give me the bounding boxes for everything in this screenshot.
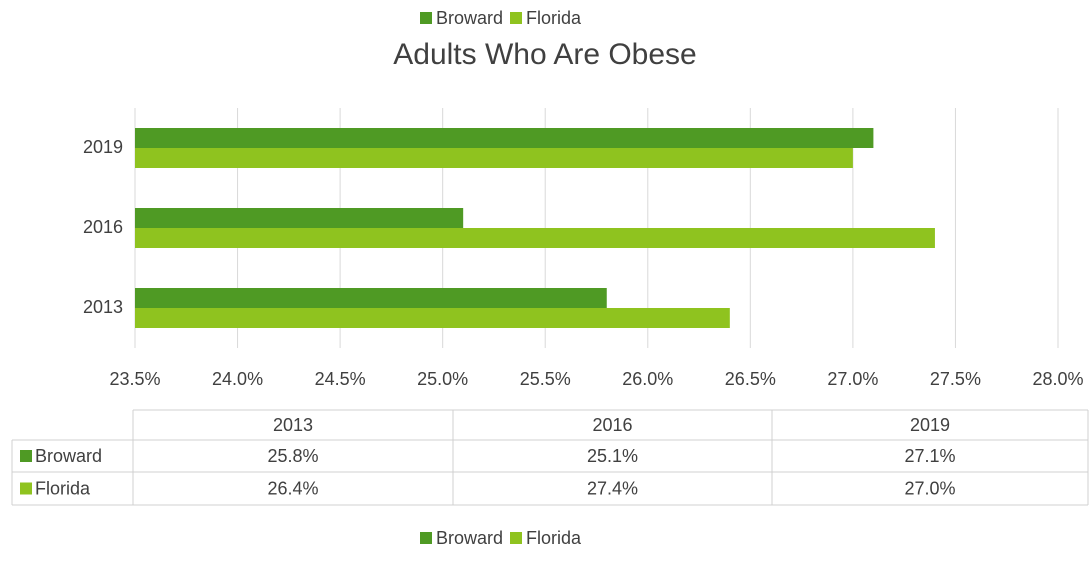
- y-tick-label: 2019: [83, 137, 123, 157]
- x-tick-label: 24.5%: [315, 369, 366, 389]
- bar: [135, 208, 464, 228]
- bar: [135, 308, 730, 328]
- legend-swatch: [420, 532, 432, 544]
- x-tick-label: 26.0%: [622, 369, 673, 389]
- legend-swatch: [510, 12, 522, 24]
- legend-label: Florida: [526, 8, 582, 28]
- x-tick-label: 25.0%: [417, 369, 468, 389]
- table-cell: 25.1%: [587, 446, 638, 466]
- bar: [135, 148, 853, 168]
- x-tick-label: 26.5%: [725, 369, 776, 389]
- y-tick-label: 2013: [83, 297, 123, 317]
- table-cell: 25.8%: [267, 446, 318, 466]
- bar: [135, 228, 935, 248]
- x-tick-label: 27.5%: [930, 369, 981, 389]
- table-header: 2016: [592, 415, 632, 435]
- y-tick-label: 2016: [83, 217, 123, 237]
- table-header: 2013: [273, 415, 313, 435]
- table-cell: 26.4%: [267, 478, 318, 498]
- table-cell: 27.4%: [587, 478, 638, 498]
- x-tick-label: 24.0%: [212, 369, 263, 389]
- legend-swatch: [510, 532, 522, 544]
- table-header: 2019: [910, 415, 950, 435]
- table-swatch: [20, 482, 32, 495]
- table-cell: 27.1%: [904, 446, 955, 466]
- bar: [135, 128, 874, 148]
- legend-label: Broward: [436, 528, 503, 548]
- table-row-label: Broward: [35, 446, 102, 466]
- chart-title: Adults Who Are Obese: [393, 38, 697, 71]
- x-tick-label: 28.0%: [1032, 369, 1083, 389]
- legend-label: Florida: [526, 528, 582, 548]
- x-tick-label: 27.0%: [827, 369, 878, 389]
- x-tick-label: 25.5%: [520, 369, 571, 389]
- table-swatch: [20, 450, 32, 462]
- legend-label: Broward: [436, 8, 503, 28]
- table-row-label: Florida: [35, 478, 91, 498]
- table-cell: 27.0%: [904, 478, 955, 498]
- x-tick-label: 23.5%: [109, 369, 160, 389]
- legend-swatch: [420, 12, 432, 24]
- bar: [135, 288, 607, 308]
